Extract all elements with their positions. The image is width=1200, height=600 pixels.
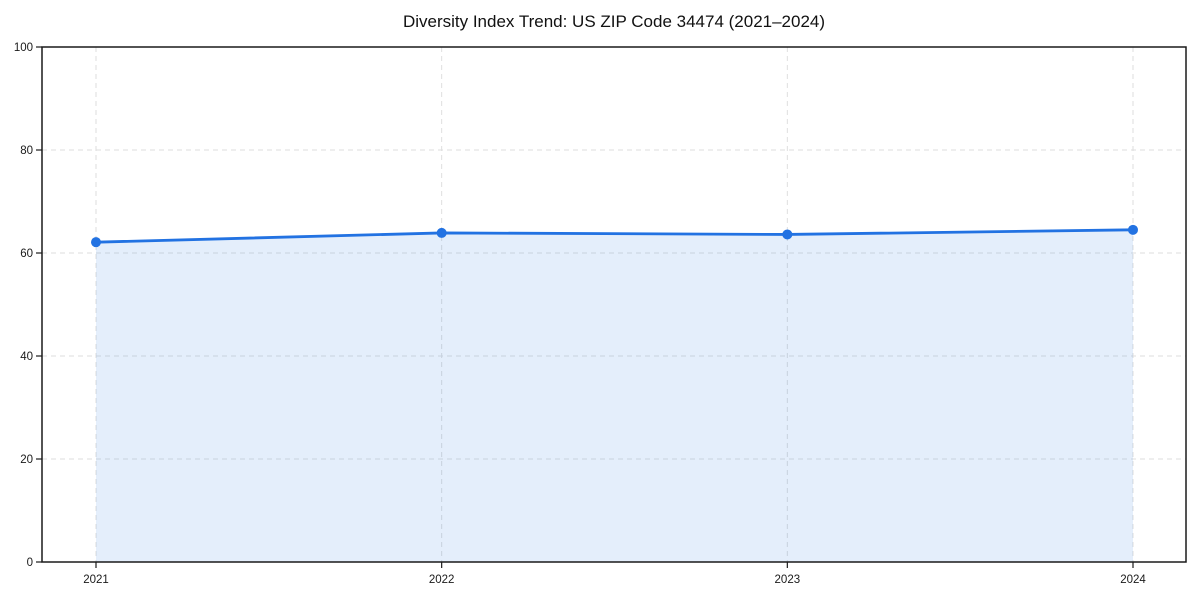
y-tick-label: 60 <box>20 248 33 260</box>
y-tick-label: 0 <box>27 557 33 569</box>
x-tick-label: 2021 <box>83 574 109 586</box>
y-tick-label: 20 <box>20 454 33 466</box>
x-tick-label: 2024 <box>1120 574 1146 586</box>
y-tick-label: 40 <box>20 351 33 363</box>
chart-title: Diversity Index Trend: US ZIP Code 34474… <box>402 12 826 31</box>
y-tick-label: 100 <box>14 42 33 54</box>
data-point <box>1128 224 1138 235</box>
y-tick-label: 80 <box>20 145 33 157</box>
trend-line <box>94 228 1135 244</box>
data-point <box>91 237 101 248</box>
axes-border <box>41 46 1187 563</box>
x-tick-label: 2022 <box>429 574 455 586</box>
x-tick-label: 2023 <box>775 574 801 586</box>
data-point <box>436 227 447 238</box>
area-fill <box>96 229 1133 562</box>
data-point <box>782 229 793 240</box>
